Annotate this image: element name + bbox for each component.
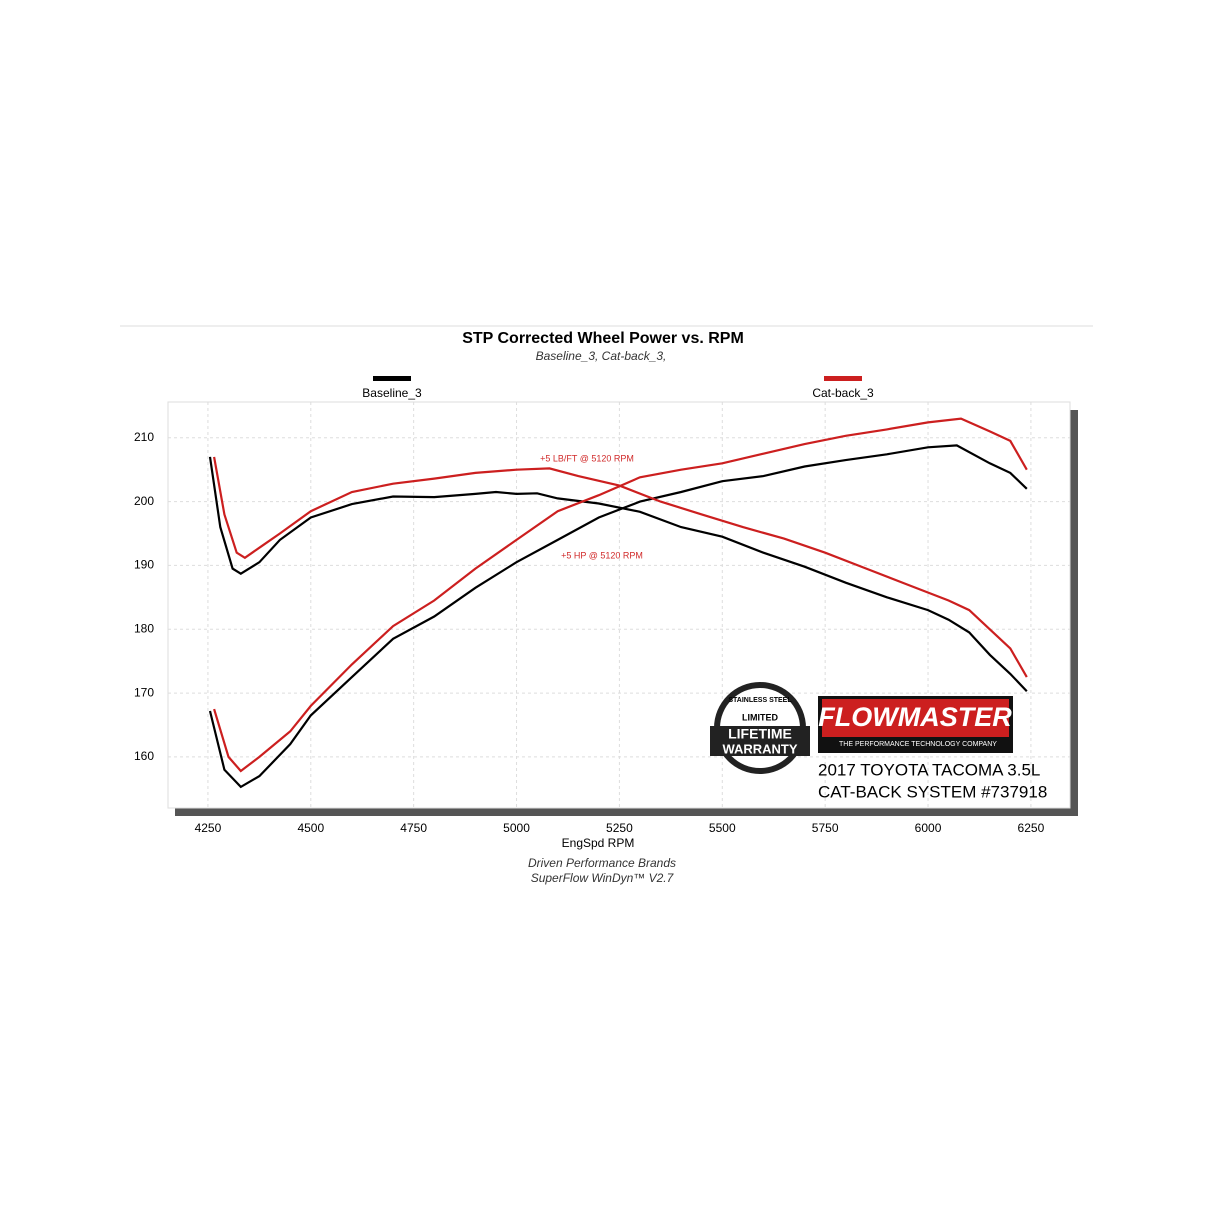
- x-tick-label: 4750: [400, 821, 427, 835]
- badge-text: WARRANTY: [722, 741, 797, 756]
- x-axis-label: EngSpd RPM: [562, 836, 635, 850]
- x-tick-label: 6000: [915, 821, 942, 835]
- y-tick-label: 170: [134, 685, 154, 699]
- warranty-badge: STAINLESS STEEL LIMITED LIFETIME WARRANT…: [710, 682, 810, 774]
- x-tick-label: 5250: [606, 821, 633, 835]
- footer: SuperFlow WinDyn™ V2.7: [531, 871, 675, 885]
- badge-text: LIMITED: [742, 712, 778, 722]
- logo-red: [822, 699, 1009, 737]
- legend-label: Baseline_3: [362, 386, 422, 400]
- subtitle: Baseline_3, Cat-back_3,: [536, 349, 667, 363]
- line: [213, 417, 1028, 773]
- x-tick-label: 5000: [503, 821, 530, 835]
- y-tick-label: 210: [134, 430, 154, 444]
- y-tick-label: 180: [134, 621, 154, 635]
- caption: CAT-BACK SYSTEM #737918: [818, 782, 1047, 801]
- frame-shadow: [175, 808, 1078, 816]
- annotation: +5 HP @ 5120 RPM: [561, 550, 643, 560]
- y-tick-label: 190: [134, 558, 154, 572]
- x-tick-label: 6250: [1018, 821, 1045, 835]
- logo: FLOWMASTER: [818, 702, 1012, 732]
- x-tick-label: 5750: [812, 821, 839, 835]
- caption: 2017 TOYOTA TACOMA 3.5L: [818, 760, 1040, 779]
- legend-swatch: [824, 376, 862, 381]
- logo-tagline: THE PERFORMANCE TECHNOLOGY COMPANY: [839, 741, 997, 748]
- annotation: +5 LB/FT @ 5120 RPM: [540, 453, 634, 463]
- legend-label: Cat-back_3: [812, 386, 874, 400]
- y-tick-label: 160: [134, 749, 154, 763]
- frame-shadow: [1070, 410, 1078, 816]
- badge-band: [710, 726, 810, 756]
- line: [213, 456, 1028, 678]
- badge-text: STAINLESS STEEL: [728, 697, 792, 704]
- line: [208, 456, 1028, 692]
- x-tick-label: 5500: [709, 821, 736, 835]
- footer: Driven Performance Brands: [528, 856, 676, 870]
- line: [208, 444, 1028, 789]
- x-tick-label: 4500: [297, 821, 324, 835]
- legend-swatch: [373, 376, 411, 381]
- grid: [168, 402, 1070, 808]
- chart-title: STP Corrected Wheel Power vs. RPM: [462, 330, 744, 347]
- x-tick-label: 4250: [195, 821, 222, 835]
- marks: [208, 417, 1028, 789]
- badge-text: LIFETIME: [728, 726, 792, 742]
- y-tick-label: 200: [134, 494, 154, 508]
